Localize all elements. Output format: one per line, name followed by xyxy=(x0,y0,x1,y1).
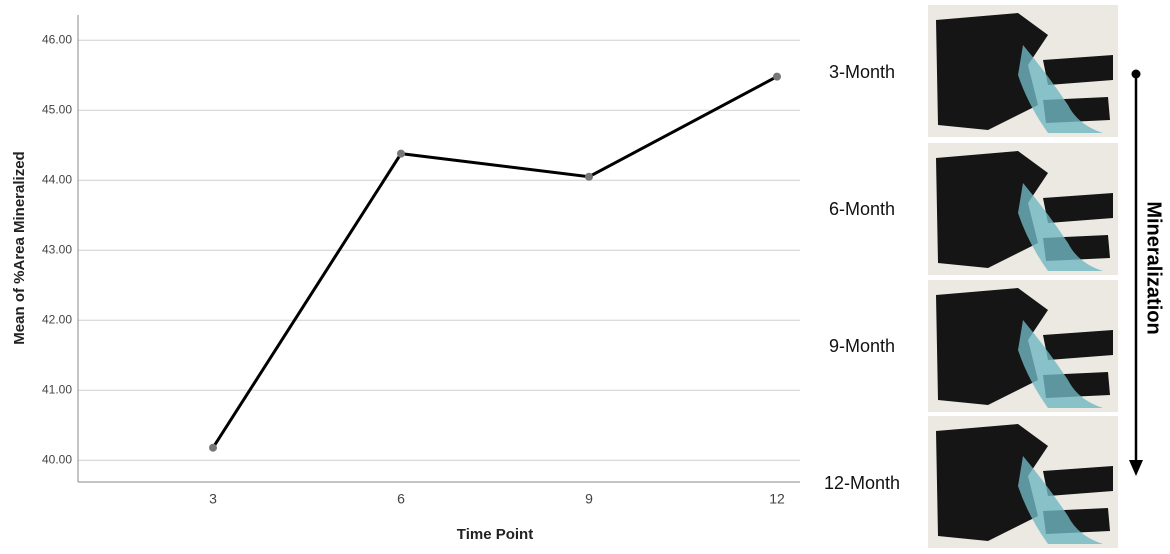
y-tick-label: 43.00 xyxy=(42,242,72,256)
arrow-label: Mineralization xyxy=(1143,201,1165,334)
point xyxy=(773,72,781,81)
panel-label: 12-Month xyxy=(824,473,900,493)
histology-image xyxy=(928,280,1118,412)
x-tick-label: 6 xyxy=(397,491,405,507)
y-tick-label: 41.00 xyxy=(42,382,72,396)
y-tick-label: 42.00 xyxy=(42,312,72,326)
photos xyxy=(928,5,1118,548)
y-tick-label: 44.00 xyxy=(42,172,72,186)
y-tick-label: 46.00 xyxy=(42,32,72,46)
histology-image xyxy=(928,143,1118,275)
y-tick-label: 45.00 xyxy=(42,102,72,116)
x-tick-label: 12 xyxy=(769,491,785,507)
histology-image xyxy=(928,5,1118,137)
point xyxy=(585,172,593,181)
x-tick-label: 3 xyxy=(209,491,217,507)
y-tick-label: 40.00 xyxy=(42,452,72,466)
arrow-head xyxy=(1129,460,1143,476)
panel-label: 6-Month xyxy=(829,199,895,219)
panel-label: 9-Month xyxy=(829,336,895,356)
x-axis-title: Time Point xyxy=(457,526,533,543)
point xyxy=(397,149,405,158)
x-tick-label: 9 xyxy=(585,491,593,507)
histology-image xyxy=(928,416,1118,548)
y-axis-title: Mean of %Area Mineralized xyxy=(11,151,28,344)
line xyxy=(211,75,778,449)
panel-label: 3-Month xyxy=(829,62,895,82)
point xyxy=(209,443,217,452)
